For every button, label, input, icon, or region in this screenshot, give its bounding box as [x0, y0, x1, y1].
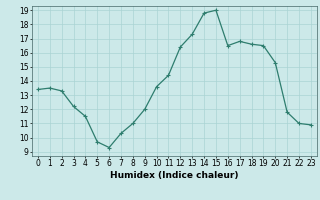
X-axis label: Humidex (Indice chaleur): Humidex (Indice chaleur)	[110, 171, 239, 180]
